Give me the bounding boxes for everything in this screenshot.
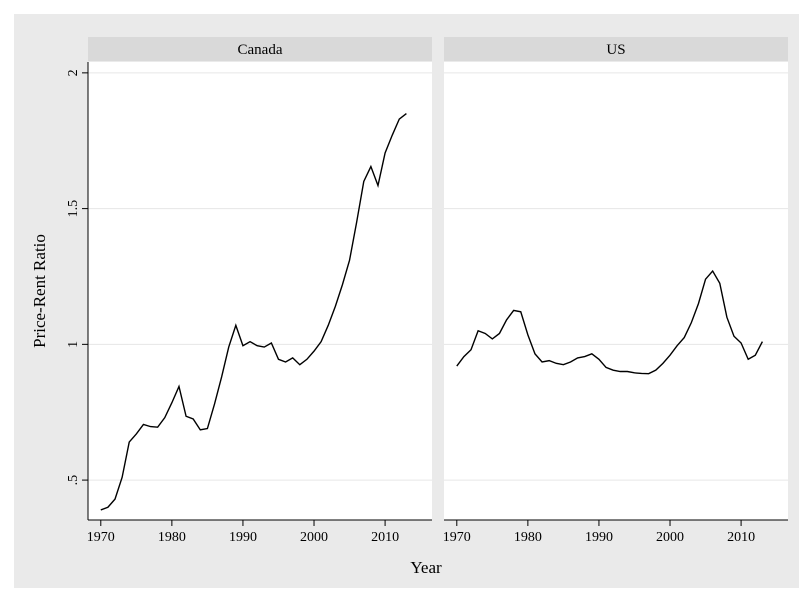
plot-area bbox=[88, 62, 432, 520]
panel-header bbox=[444, 37, 788, 61]
x-tick-label: 1970 bbox=[87, 530, 115, 545]
y-tick-label: 1.5 bbox=[66, 200, 81, 218]
x-tick-label: 1990 bbox=[229, 530, 257, 545]
data-line bbox=[100, 113, 407, 511]
x-tick-label: 1970 bbox=[443, 530, 471, 545]
x-tick-label: 1990 bbox=[585, 530, 613, 545]
plot-area bbox=[444, 62, 788, 520]
x-tick-label: 2000 bbox=[656, 530, 684, 545]
data-line bbox=[456, 269, 764, 375]
y-tick-label: 1 bbox=[66, 341, 81, 348]
panel-header bbox=[88, 37, 432, 61]
x-tick-label: 2010 bbox=[727, 530, 755, 545]
y-axis-label: Price-Rent Ratio bbox=[30, 234, 49, 348]
panel-title: US bbox=[606, 42, 625, 58]
y-tick-label: .5 bbox=[66, 475, 81, 486]
panel-title: Canada bbox=[238, 42, 283, 58]
x-tick-label: 2000 bbox=[300, 530, 328, 545]
y-tick-label: 2 bbox=[66, 69, 81, 76]
x-tick-label: 1980 bbox=[158, 530, 186, 545]
x-tick-label: 2010 bbox=[371, 530, 399, 545]
x-tick-label: 1980 bbox=[514, 530, 542, 545]
x-axis-label: Year bbox=[410, 558, 442, 577]
